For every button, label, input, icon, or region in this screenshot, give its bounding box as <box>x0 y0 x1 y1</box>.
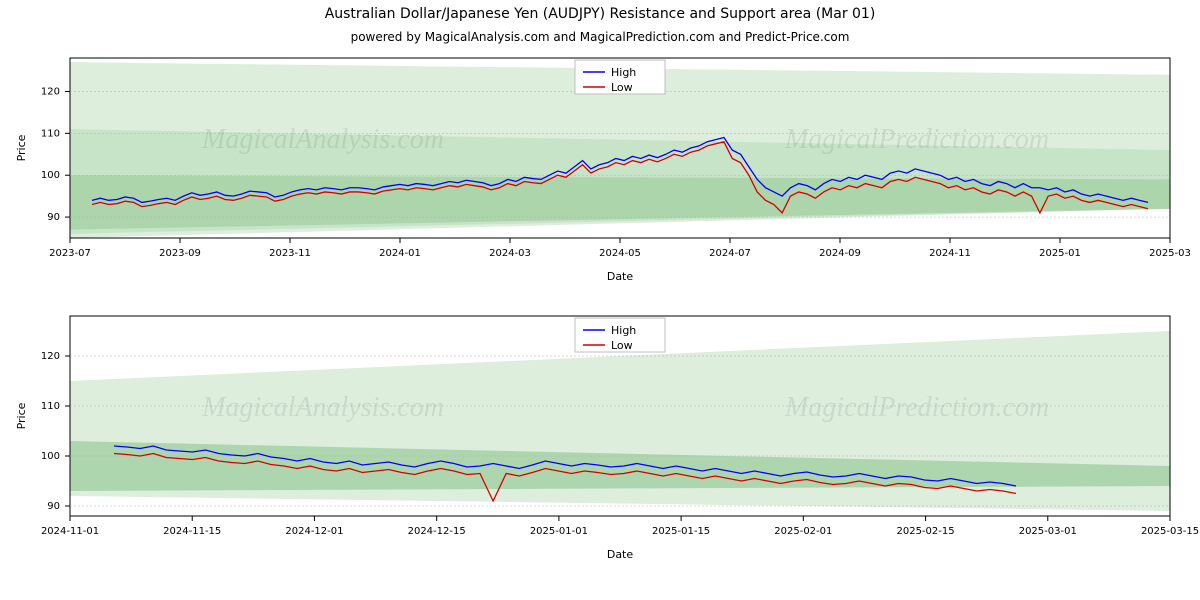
x-tick-label: 2024-12-01 <box>285 526 343 537</box>
x-tick-label: 2025-02-01 <box>774 526 832 537</box>
y-tick-label: 120 <box>41 351 60 362</box>
x-tick-label: 2024-01 <box>379 248 421 259</box>
x-axis-label: Date <box>607 548 634 561</box>
y-tick-label: 100 <box>41 451 60 462</box>
x-tick-label: 2024-05 <box>599 248 641 259</box>
x-tick-label: 2025-01 <box>1039 248 1081 259</box>
bottom-chart: 90 100 110 120 2024-11-01 2024-11-15 2024-12-0… <box>0 306 1200 566</box>
y-tick-label: 90 <box>47 212 60 223</box>
x-tick-label: 2023-11 <box>269 248 311 259</box>
x-tick-label: 2024-09 <box>819 248 861 259</box>
x-tick-label: 2025-01-01 <box>530 526 588 537</box>
watermark: MagicalAnalysis.com <box>201 392 444 423</box>
x-tick-label: 2024-07 <box>709 248 751 259</box>
chart-subtitle: powered by MagicalAnalysis.com and Magic… <box>0 22 1200 48</box>
x-tick-label: 2025-03 <box>1149 248 1191 259</box>
x-tick-label: 2025-01-15 <box>652 526 710 537</box>
x-tick-label: 2025-03-01 <box>1019 526 1077 537</box>
x-tick-label: 2024-11-01 <box>41 526 99 537</box>
x-tick-label: 2025-02-15 <box>896 526 954 537</box>
x-tick-label: 2024-11 <box>929 248 971 259</box>
y-tick-label: 100 <box>41 170 60 181</box>
chart-title: Australian Dollar/Japanese Yen (AUDJPY) … <box>0 0 1200 22</box>
x-tick-label: 2025-03-15 <box>1141 526 1199 537</box>
bottom-chart-svg: 90 100 110 120 2024-11-01 2024-11-15 2024-12-0… <box>0 306 1200 566</box>
watermark: MagicalPrediction.com <box>784 392 1049 423</box>
x-axis-label: Date <box>607 270 634 283</box>
y-tick-label: 110 <box>41 128 60 139</box>
x-tick-label: 2023-07 <box>49 248 91 259</box>
y-axis-label: Price <box>15 402 28 429</box>
legend-label: High <box>611 66 636 79</box>
watermark: MagicalPrediction.com <box>784 124 1049 155</box>
y-axis-label: Price <box>15 134 28 161</box>
legend-label: Low <box>611 339 633 352</box>
watermark: MagicalAnalysis.com <box>201 124 444 155</box>
top-chart-svg: 90 100 110 120 2023-07 2023-09 2023-11 2024-01 2… <box>0 48 1200 288</box>
x-tick-label: 2023-09 <box>159 248 201 259</box>
x-tick-label: 2024-12-15 <box>408 526 466 537</box>
y-tick-label: 120 <box>41 86 60 97</box>
y-tick-label: 110 <box>41 401 60 412</box>
top-chart: 90 100 110 120 2023-07 2023-09 2023-11 2024-01 2… <box>0 48 1200 288</box>
legend-label: Low <box>611 81 633 94</box>
x-tick-label: 2024-03 <box>489 248 531 259</box>
x-tick-label: 2024-11-15 <box>163 526 221 537</box>
legend-label: High <box>611 324 636 337</box>
y-tick-label: 90 <box>47 501 60 512</box>
